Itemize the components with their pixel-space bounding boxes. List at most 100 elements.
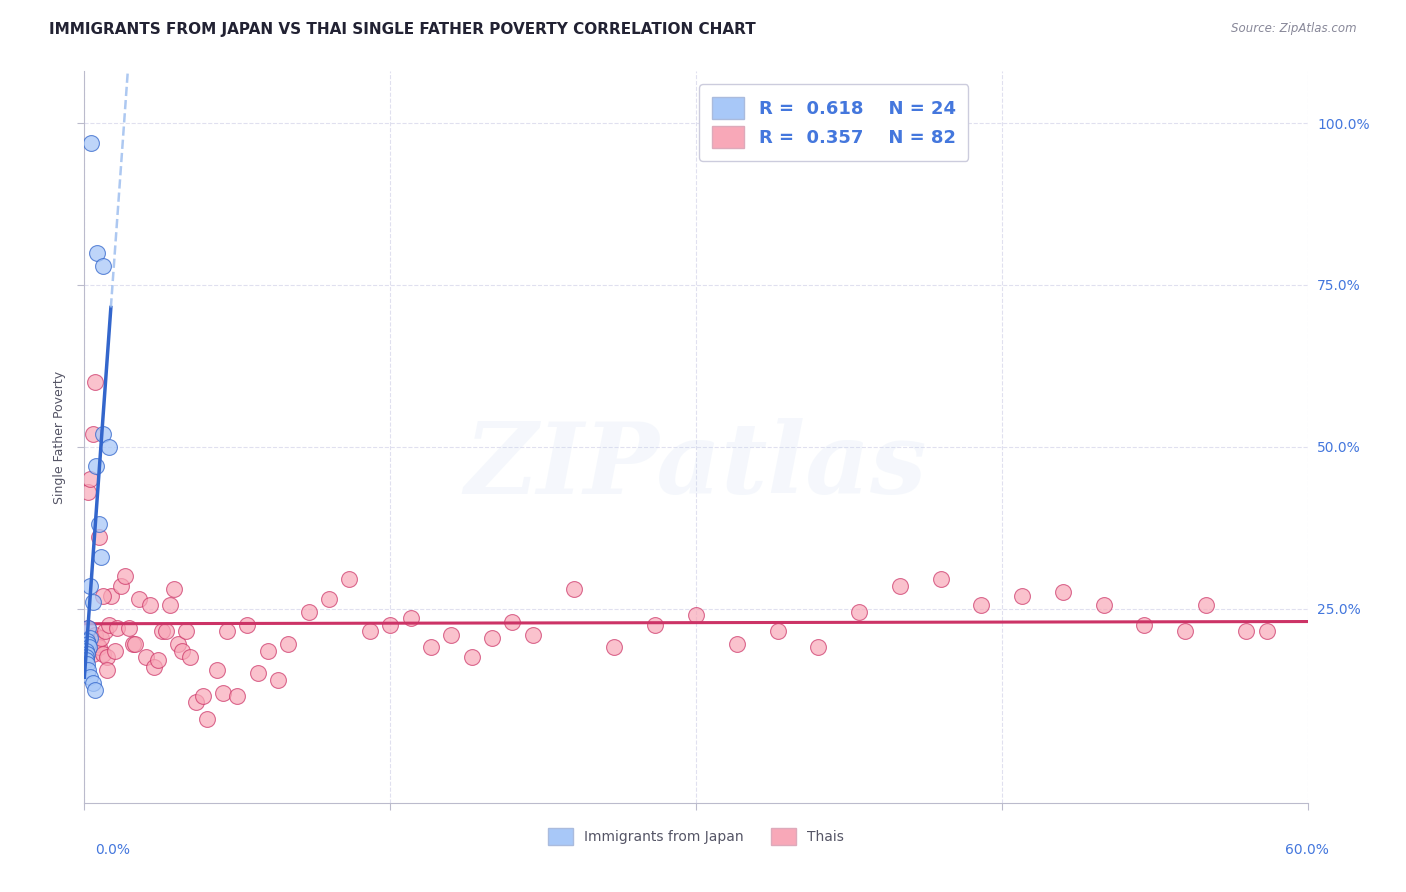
Point (76, 634, 98, 648)
Point (96, 650, 118, 665)
Point (110, 579, 132, 593)
Point (114, 569, 136, 583)
Point (79, 631, 101, 645)
Text: IMMIGRANTS FROM JAPAN VS THAI SINGLE FATHER POVERTY CORRELATION CHART: IMMIGRANTS FROM JAPAN VS THAI SINGLE FAT… (49, 22, 756, 37)
Point (440, 627, 463, 641)
Point (82, 595, 104, 609)
Point (75, 653, 97, 667)
Point (339, 573, 361, 587)
Point (246, 666, 269, 681)
Point (889, 579, 911, 593)
Point (159, 599, 181, 613)
Point (1052, 585, 1074, 599)
Text: ZIPatlas: ZIPatlas (465, 418, 927, 515)
Point (82, 647, 104, 661)
Point (725, 637, 748, 651)
Point (122, 637, 145, 651)
Point (195, 712, 218, 726)
Y-axis label: Single Father Poverty: Single Father Poverty (52, 370, 66, 504)
Point (163, 582, 186, 597)
Point (96, 663, 118, 677)
Point (186, 696, 208, 710)
Point (929, 573, 952, 587)
Point (77, 485, 100, 500)
Point (86, 637, 108, 651)
Point (104, 643, 127, 657)
Point (155, 624, 177, 639)
Point (83, 375, 105, 389)
Point (77, 663, 100, 677)
Point (80, 136, 103, 150)
Point (277, 637, 299, 651)
Point (146, 653, 169, 667)
Text: Source: ZipAtlas.com: Source: ZipAtlas.com (1232, 22, 1357, 36)
Point (970, 599, 993, 613)
Point (90, 631, 112, 645)
Legend: Immigrants from Japan, Thais: Immigrants from Japan, Thais (543, 822, 849, 851)
Point (75, 643, 97, 657)
Point (87, 640, 110, 655)
Point (100, 589, 122, 603)
Point (124, 637, 146, 651)
Point (380, 617, 402, 632)
Point (77, 637, 100, 651)
Point (174, 624, 197, 639)
Point (135, 650, 157, 665)
Point (359, 624, 381, 639)
Point (97, 440, 120, 454)
Point (226, 689, 249, 703)
Point (205, 663, 228, 677)
Point (75, 650, 97, 665)
Point (79, 634, 101, 648)
Point (83, 627, 105, 641)
Text: 0.0%: 0.0% (96, 843, 131, 857)
Point (1236, 624, 1258, 639)
Point (1256, 624, 1278, 639)
Point (179, 650, 201, 665)
Point (93, 624, 115, 639)
Point (522, 627, 544, 641)
Point (77, 621, 100, 635)
Point (217, 624, 239, 639)
Point (76, 647, 98, 661)
Point (76, 657, 98, 671)
Text: 60.0%: 60.0% (1285, 843, 1329, 857)
Point (603, 640, 626, 655)
Point (481, 631, 503, 645)
Point (1195, 599, 1218, 613)
Point (84, 459, 107, 474)
Point (502, 615, 524, 629)
Point (105, 621, 128, 635)
Point (91, 647, 114, 661)
Point (399, 611, 422, 625)
Point (87, 530, 110, 544)
Point (267, 673, 290, 687)
Point (212, 686, 235, 700)
Point (766, 624, 789, 639)
Point (685, 608, 707, 623)
Point (82, 676, 104, 690)
Point (91, 589, 114, 603)
Point (118, 621, 141, 635)
Point (257, 643, 280, 657)
Point (1092, 599, 1115, 613)
Point (79, 472, 101, 486)
Point (172, 643, 194, 657)
Point (86, 245, 108, 260)
Point (91, 426, 114, 441)
Point (142, 660, 165, 674)
Point (77, 621, 100, 635)
Point (150, 624, 173, 639)
Point (97, 617, 120, 632)
Point (191, 689, 214, 703)
Point (420, 640, 443, 655)
Point (79, 669, 101, 683)
Point (167, 637, 190, 651)
Point (91, 259, 114, 273)
Point (562, 582, 585, 597)
Point (90, 549, 112, 564)
Point (807, 640, 830, 655)
Point (236, 617, 259, 632)
Point (298, 605, 321, 619)
Point (128, 591, 150, 606)
